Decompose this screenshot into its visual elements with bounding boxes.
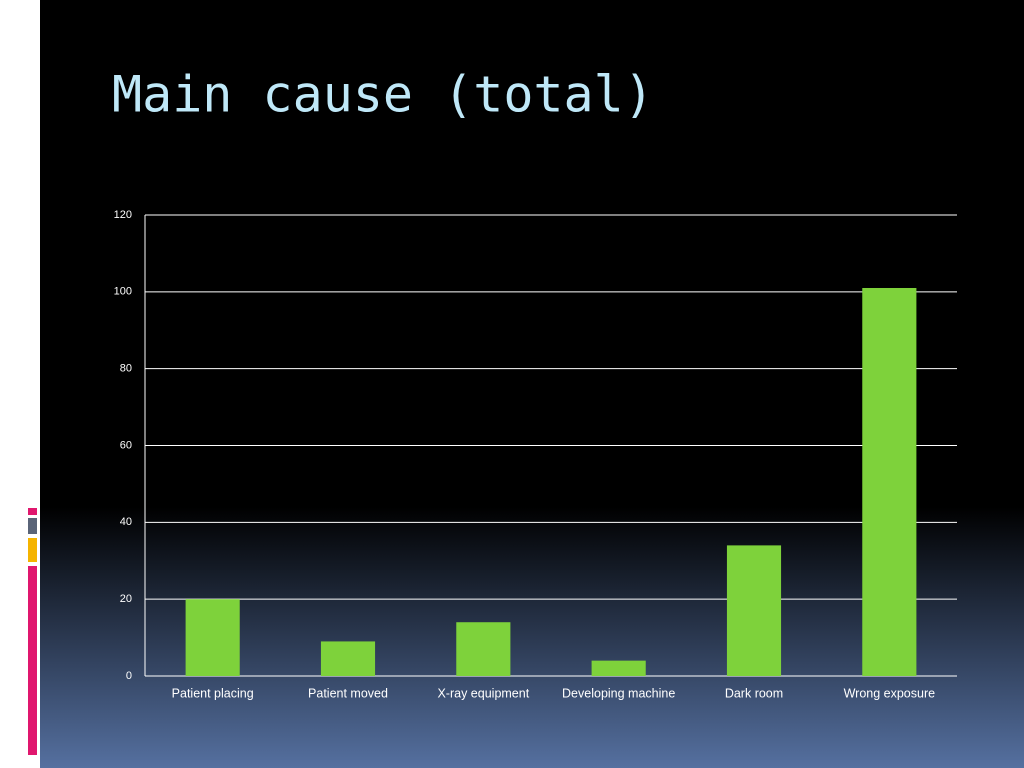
x-tick-label: Patient moved <box>308 686 388 700</box>
x-tick-label: Dark room <box>725 686 783 700</box>
y-tick-label: 120 <box>114 209 132 221</box>
y-tick-label: 0 <box>126 670 132 682</box>
accent <box>28 518 37 534</box>
x-tick-label: Patient placing <box>172 686 254 700</box>
x-tick-label: Wrong exposure <box>844 686 936 700</box>
y-tick-label: 40 <box>120 516 132 528</box>
y-tick-label: 20 <box>120 593 132 605</box>
bar <box>185 599 240 676</box>
accent <box>28 566 37 755</box>
y-tick-label: 80 <box>120 363 132 375</box>
bar <box>862 287 917 676</box>
bar <box>320 641 376 676</box>
accent <box>28 538 37 562</box>
x-tick-label: Developing machine <box>562 686 675 700</box>
accent <box>28 508 37 515</box>
bar <box>591 660 646 676</box>
x-tick-label: X-ray equipment <box>437 686 529 700</box>
bar <box>726 545 782 676</box>
chart-title: Main cause (total) <box>112 66 654 124</box>
bar <box>456 622 511 676</box>
y-tick-label: 60 <box>120 439 132 451</box>
y-tick-label: 100 <box>114 286 132 298</box>
